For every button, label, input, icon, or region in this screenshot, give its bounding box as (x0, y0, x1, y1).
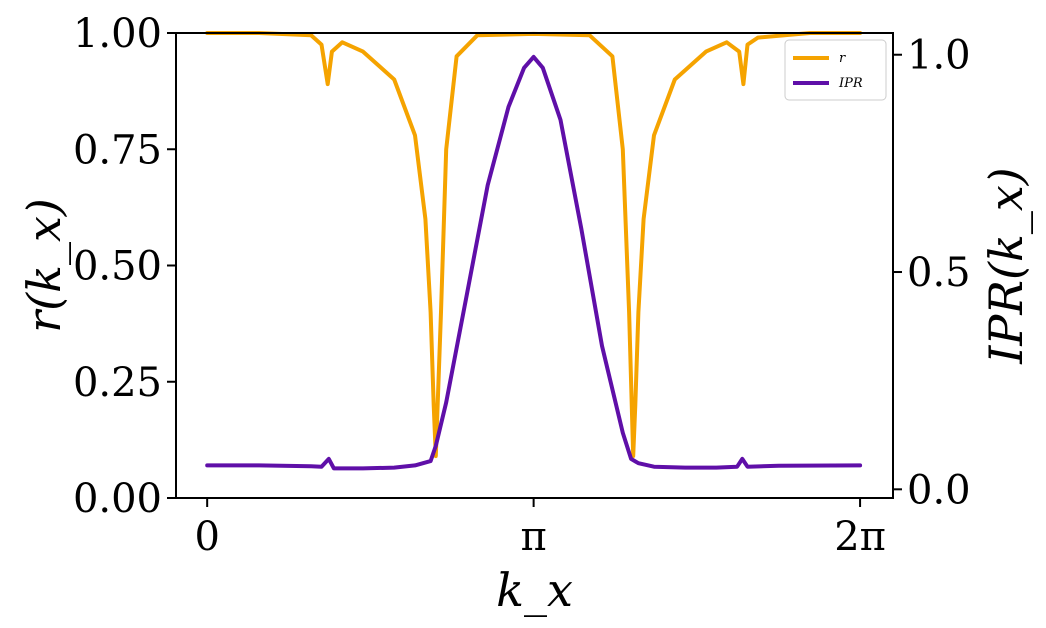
series-line-ipr (205, 54, 863, 471)
left-y-tick-label: 0.50 (73, 244, 162, 290)
x-axis-label: k_x (496, 563, 573, 617)
legend-label-r: r (839, 51, 846, 66)
series-layer (205, 31, 863, 471)
ticks-layer: 0 π 2π 0.00 0.25 0.50 0.75 1.00 0.0 0.5 1.0 (73, 11, 971, 560)
left-y-tick-label: 0.25 (73, 360, 162, 406)
left-y-axis-label: r(k_x) (17, 198, 71, 333)
right-y-tick-label: 1.0 (907, 33, 971, 79)
series-line-r (205, 31, 863, 459)
right-y-tick-label: 0.5 (907, 250, 971, 296)
plot-frame (175, 32, 894, 499)
legend-box (784, 39, 887, 101)
right-y-axis-label: IPR(k_x) (979, 167, 1033, 364)
left-y-tick-label: 0.75 (73, 127, 162, 173)
left-y-tick-label: 0.00 (73, 476, 162, 522)
x-tick-label: π (520, 514, 546, 560)
right-y-tick-label: 0.0 (907, 467, 971, 513)
x-tick-label: 2π (834, 514, 886, 560)
left-y-tick-label: 1.00 (73, 11, 162, 57)
legend-label-ipr: IPR (838, 76, 863, 91)
legend: r IPR (784, 39, 887, 101)
x-tick-label: 0 (194, 514, 219, 560)
